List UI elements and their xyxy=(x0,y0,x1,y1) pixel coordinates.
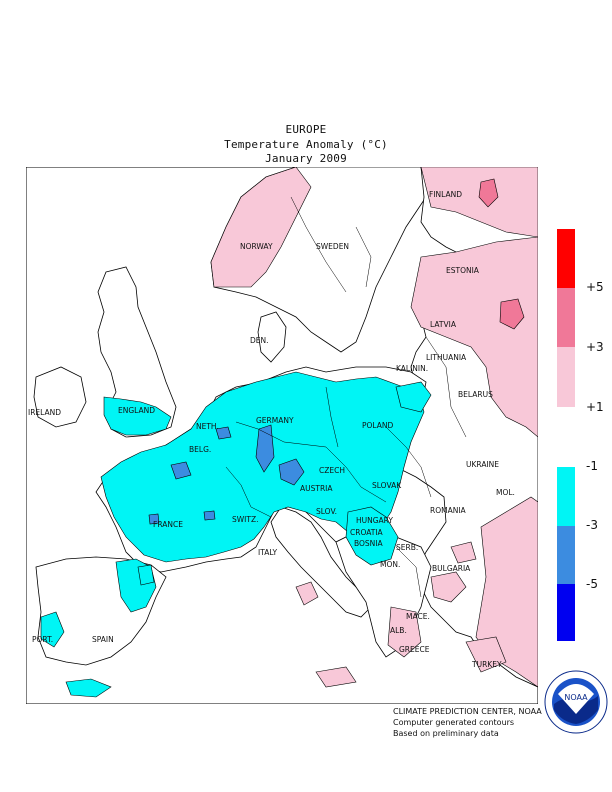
label-france: FRANCE xyxy=(153,520,183,529)
label-latvia: LATVIA xyxy=(430,320,457,329)
label-port: PORT. xyxy=(32,635,53,644)
label-bosnia: BOSNIA xyxy=(354,539,383,548)
label-belarus: BELARUS xyxy=(458,390,493,399)
noaa-logo: NOAA xyxy=(544,670,608,734)
border-line-8 xyxy=(395,546,422,598)
legend-swatch-neutral xyxy=(557,407,575,467)
cold-area-south-spain xyxy=(65,678,112,698)
label-austria: AUSTRIA xyxy=(300,484,333,493)
map-title: EUROPE xyxy=(285,123,327,136)
very-cold-area-belgium xyxy=(170,461,192,480)
britain-land xyxy=(97,266,177,438)
credit-line-2: Computer generated contours xyxy=(393,718,515,727)
legend-label-plus1: +1 xyxy=(586,400,604,414)
border-line-4 xyxy=(385,426,432,498)
label-lithuania: LITHUANIA xyxy=(426,353,467,362)
border-line-7 xyxy=(355,226,372,288)
ireland-land xyxy=(33,366,87,428)
cold-area-england xyxy=(103,396,172,436)
label-mol: MOL. xyxy=(496,488,515,497)
label-switz: SWITZ. xyxy=(232,515,259,524)
label-belg: BELG. xyxy=(189,445,211,454)
legend-swatch-minus3 xyxy=(557,526,575,584)
legend-label-plus5: +5 xyxy=(586,280,604,294)
label-norway: NORWAY xyxy=(240,242,273,251)
legend-swatch-plus1 xyxy=(557,347,575,407)
legend-label-plus3: +3 xyxy=(586,340,604,354)
warm-area-norway xyxy=(210,167,312,288)
credit-line-1: CLIMATE PREDICTION CENTER, NOAA xyxy=(393,707,542,716)
label-germany: GERMANY xyxy=(256,416,294,425)
label-hungary: HUNGARY xyxy=(356,516,393,525)
label-romania: ROMANIA xyxy=(430,506,467,515)
legend-swatch-minus1 xyxy=(557,467,575,526)
label-greece: GREECE xyxy=(399,645,430,654)
legend-swatch-minus5 xyxy=(557,584,575,641)
noaa-logo-text: NOAA xyxy=(564,693,588,702)
warm-area-italy xyxy=(295,581,319,606)
cold-area-sardinia xyxy=(137,564,155,586)
legend-label-minus3: -3 xyxy=(586,518,598,532)
italy-land xyxy=(270,506,372,618)
cold-area-baltic-sea xyxy=(395,381,432,413)
label-england: ENGLAND xyxy=(118,406,155,415)
label-mon: MON. xyxy=(380,560,400,569)
border-line-6 xyxy=(290,196,347,293)
label-poland: POLAND xyxy=(362,421,394,430)
denmark-land xyxy=(257,311,287,363)
legend-label-minus1: -1 xyxy=(586,459,598,473)
very-cold-area-france-east xyxy=(203,510,216,521)
label-ireland: IRELAND xyxy=(28,408,61,417)
credit-line-3: Based on preliminary data xyxy=(393,729,499,738)
map-subtitle: Temperature Anomaly (°C) xyxy=(224,138,388,151)
label-alb: ALB. xyxy=(390,626,407,635)
country-labels: FINLAND NORWAY SWEDEN ESTONIA LATVIA LIT… xyxy=(28,190,515,669)
very-cold-area-neth xyxy=(215,426,232,440)
border-line-5 xyxy=(425,336,467,438)
warm-area-finland-core xyxy=(478,178,499,208)
legend-swatch-plus5 xyxy=(557,229,575,288)
label-slov: SLOV. xyxy=(316,507,337,516)
label-slovak: SLOVAK xyxy=(372,481,402,490)
label-spain: SPAIN xyxy=(92,635,114,644)
warm-area-bulgaria xyxy=(430,571,467,603)
warm-area-estonia xyxy=(410,236,538,438)
label-italy: ITALY xyxy=(258,548,278,557)
cold-area-portugal xyxy=(40,611,65,648)
map-period: January 2009 xyxy=(265,152,347,165)
label-estonia: ESTONIA xyxy=(446,266,480,275)
border-line-2 xyxy=(225,466,272,518)
border-line-3 xyxy=(325,386,339,448)
legend-swatch-plus3 xyxy=(557,288,575,347)
label-ukraine: UKRAINE xyxy=(466,460,499,469)
borders xyxy=(225,196,467,598)
label-serb: SERB. xyxy=(396,543,418,552)
very-cold-area-germany-east xyxy=(278,458,305,486)
warm-area-finland xyxy=(420,167,538,238)
label-mace: MACE. xyxy=(406,612,430,621)
label-croatia: CROATIA xyxy=(350,528,384,537)
label-turkey: TURKEY xyxy=(471,660,502,669)
label-bulgaria: BULGARIA xyxy=(432,564,471,573)
cold-anomaly-areas xyxy=(40,371,432,698)
warm-area-mediterranean xyxy=(315,666,357,688)
warm-area-romania xyxy=(450,541,477,564)
label-neth: NETH. xyxy=(196,422,219,431)
very-cold-area-france xyxy=(148,513,160,525)
label-den: DEN. xyxy=(250,336,269,345)
anomaly-map: FINLAND NORWAY SWEDEN ESTONIA LATVIA LIT… xyxy=(26,167,538,704)
border-line-1 xyxy=(235,421,387,503)
label-czech: CZECH xyxy=(319,466,345,475)
warm-anomaly-areas xyxy=(210,167,538,688)
legend-label-minus5: -5 xyxy=(586,577,598,591)
cold-area-balkans xyxy=(345,506,399,566)
very-cold-area-germany xyxy=(255,424,275,473)
warm-area-baltic-core xyxy=(499,298,525,330)
label-kalinin: KALININ. xyxy=(396,364,428,373)
label-sweden: SWEDEN xyxy=(316,242,349,251)
label-finland: FINLAND xyxy=(429,190,462,199)
warm-area-turkey xyxy=(465,636,507,673)
warm-area-greece xyxy=(387,606,422,658)
